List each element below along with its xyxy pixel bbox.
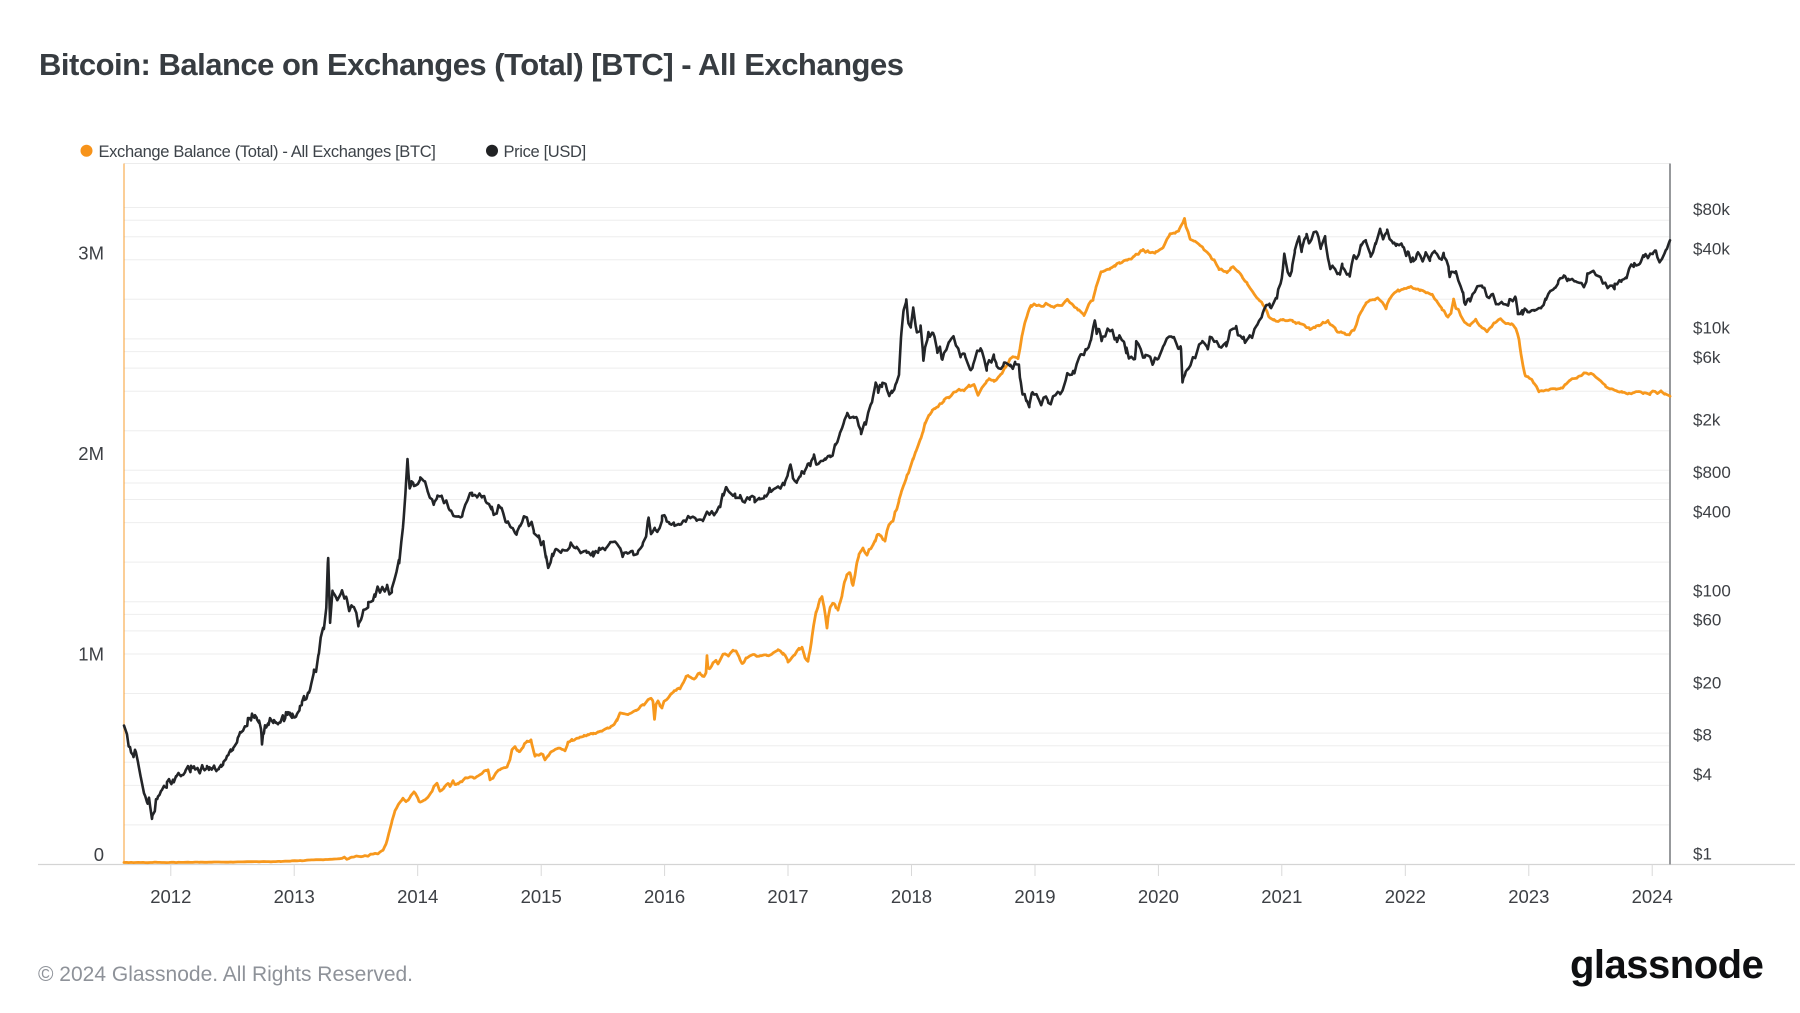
svg-text:2014: 2014 xyxy=(397,886,438,907)
svg-text:2023: 2023 xyxy=(1508,886,1549,907)
svg-text:$40k: $40k xyxy=(1693,240,1730,259)
svg-text:Price [USD]: Price [USD] xyxy=(504,143,586,161)
svg-text:2018: 2018 xyxy=(891,886,932,907)
svg-text:2013: 2013 xyxy=(274,886,315,907)
svg-text:2021: 2021 xyxy=(1261,886,1302,907)
svg-text:$800: $800 xyxy=(1693,463,1731,482)
svg-text:$1: $1 xyxy=(1693,844,1712,863)
svg-text:Exchange Balance (Total) - All: Exchange Balance (Total) - All Exchanges… xyxy=(99,143,436,161)
svg-text:$6k: $6k xyxy=(1693,348,1721,367)
svg-text:$4: $4 xyxy=(1693,765,1712,784)
svg-text:2M: 2M xyxy=(78,443,104,464)
svg-text:$80k: $80k xyxy=(1693,200,1730,219)
svg-text:$60: $60 xyxy=(1693,611,1721,630)
svg-text:$400: $400 xyxy=(1693,502,1731,521)
svg-text:0: 0 xyxy=(94,844,104,865)
svg-text:Bitcoin: Balance on Exchanges: Bitcoin: Balance on Exchanges (Total) [B… xyxy=(39,47,903,82)
svg-text:glassnode: glassnode xyxy=(1570,943,1763,987)
svg-text:$8: $8 xyxy=(1693,726,1712,745)
svg-text:2017: 2017 xyxy=(767,886,808,907)
svg-text:© 2024 Glassnode. All Rights R: © 2024 Glassnode. All Rights Reserved. xyxy=(38,963,413,986)
svg-text:$100: $100 xyxy=(1693,582,1731,601)
svg-text:2020: 2020 xyxy=(1138,886,1179,907)
svg-text:2012: 2012 xyxy=(150,886,191,907)
svg-text:2016: 2016 xyxy=(644,886,685,907)
svg-text:$2k: $2k xyxy=(1693,411,1721,430)
svg-text:$20: $20 xyxy=(1693,673,1721,692)
svg-text:2024: 2024 xyxy=(1632,886,1673,907)
svg-text:2019: 2019 xyxy=(1014,886,1055,907)
svg-text:3M: 3M xyxy=(78,243,104,264)
svg-text:1M: 1M xyxy=(78,644,104,665)
svg-text:2015: 2015 xyxy=(521,886,562,907)
svg-text:$10k: $10k xyxy=(1693,319,1730,338)
svg-text:2022: 2022 xyxy=(1385,886,1426,907)
